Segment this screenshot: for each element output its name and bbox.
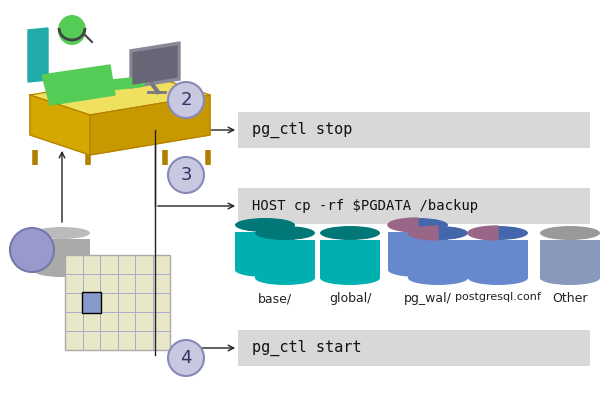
Ellipse shape (235, 218, 295, 232)
Text: 4: 4 (180, 349, 192, 367)
Polygon shape (408, 226, 438, 240)
FancyBboxPatch shape (82, 292, 101, 313)
Ellipse shape (408, 271, 468, 285)
Polygon shape (388, 232, 448, 270)
Ellipse shape (255, 226, 315, 240)
Ellipse shape (540, 226, 600, 240)
Ellipse shape (468, 226, 528, 240)
Ellipse shape (320, 271, 380, 285)
Polygon shape (255, 240, 315, 278)
FancyBboxPatch shape (238, 188, 590, 224)
Polygon shape (90, 95, 210, 155)
Text: HOST cp -rf $PGDATA /backup: HOST cp -rf $PGDATA /backup (252, 199, 478, 213)
Polygon shape (388, 218, 418, 232)
Polygon shape (30, 95, 90, 155)
Polygon shape (320, 240, 380, 278)
Text: pg_wal/: pg_wal/ (404, 292, 452, 305)
Ellipse shape (320, 226, 380, 240)
Polygon shape (130, 42, 180, 88)
Polygon shape (30, 75, 210, 115)
Polygon shape (34, 239, 90, 271)
FancyBboxPatch shape (238, 112, 590, 148)
Text: 2: 2 (180, 91, 192, 109)
Polygon shape (235, 232, 295, 270)
Ellipse shape (255, 271, 315, 285)
Polygon shape (28, 28, 48, 82)
Polygon shape (468, 226, 498, 240)
Text: pg_ctl stop: pg_ctl stop (252, 122, 352, 138)
Ellipse shape (58, 15, 86, 45)
Circle shape (168, 82, 204, 118)
Ellipse shape (540, 271, 600, 285)
Circle shape (10, 228, 54, 272)
Polygon shape (133, 46, 177, 84)
Polygon shape (540, 240, 600, 278)
Ellipse shape (34, 227, 90, 239)
Text: Other: Other (552, 292, 588, 305)
Ellipse shape (34, 265, 90, 277)
Ellipse shape (388, 263, 448, 277)
FancyBboxPatch shape (238, 330, 590, 366)
Text: postgresql.conf: postgresql.conf (455, 292, 541, 302)
Circle shape (168, 157, 204, 193)
Polygon shape (42, 65, 115, 105)
Ellipse shape (408, 226, 468, 240)
Polygon shape (468, 240, 528, 278)
Text: base/: base/ (258, 292, 292, 305)
Text: pg_ctl start: pg_ctl start (252, 340, 361, 356)
Circle shape (168, 340, 204, 376)
Text: 3: 3 (180, 166, 192, 184)
Ellipse shape (468, 271, 528, 285)
Polygon shape (408, 240, 468, 278)
Text: global/: global/ (329, 292, 371, 305)
Ellipse shape (235, 263, 295, 277)
Ellipse shape (388, 218, 448, 232)
FancyBboxPatch shape (65, 255, 170, 350)
